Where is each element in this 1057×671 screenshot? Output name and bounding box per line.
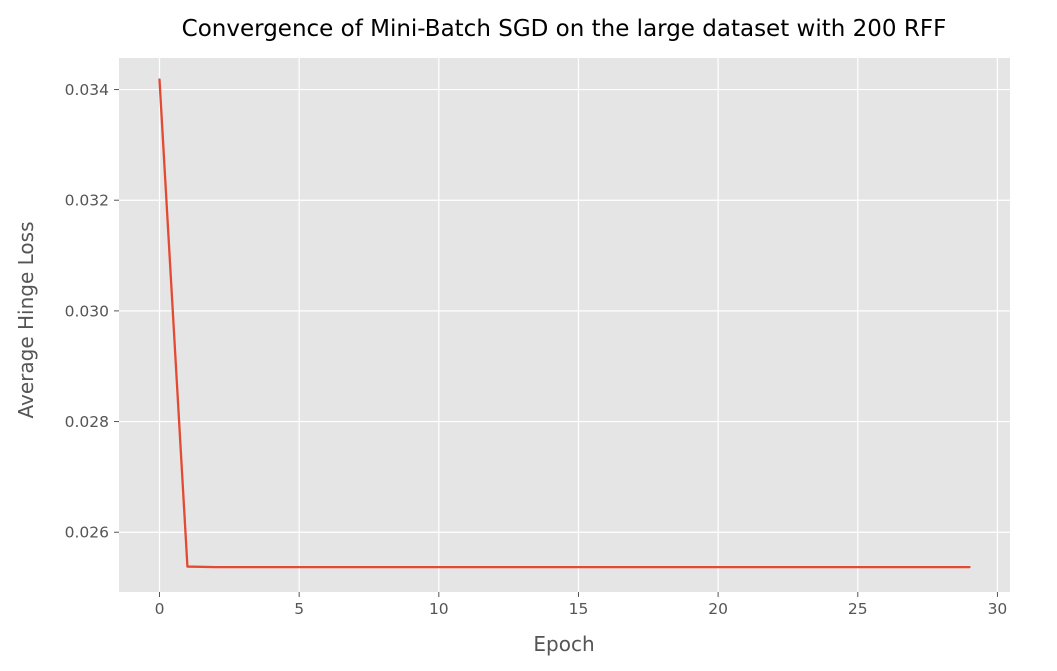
x-tick-label: 5 [294, 600, 304, 618]
ticks: 0 5 10 15 20 25 30 0.026 0.028 0.030 0.032 0.034 [65, 81, 1008, 618]
y-tick-label: 0.026 [65, 524, 109, 542]
x-tick-label: 10 [429, 600, 449, 618]
x-tick-label: 25 [848, 600, 868, 618]
y-tick-label: 0.032 [65, 192, 109, 210]
x-axis-label: Epoch [533, 632, 594, 656]
y-tick-label: 0.034 [65, 81, 109, 99]
x-tick-label: 15 [569, 600, 589, 618]
x-tick-label: 0 [155, 600, 165, 618]
x-tick-label: 30 [988, 600, 1008, 618]
grid [119, 58, 1010, 592]
y-tick-label: 0.030 [65, 302, 109, 320]
x-tick-label: 20 [708, 600, 728, 618]
series-line-0 [158, 78, 971, 569]
y-axis-label: Average Hinge Loss [14, 222, 38, 419]
series-layer [158, 78, 971, 569]
y-tick-label: 0.028 [65, 413, 109, 431]
chart-title: Convergence of Mini-Batch SGD on the lar… [182, 16, 947, 42]
plot-area [119, 58, 1010, 592]
